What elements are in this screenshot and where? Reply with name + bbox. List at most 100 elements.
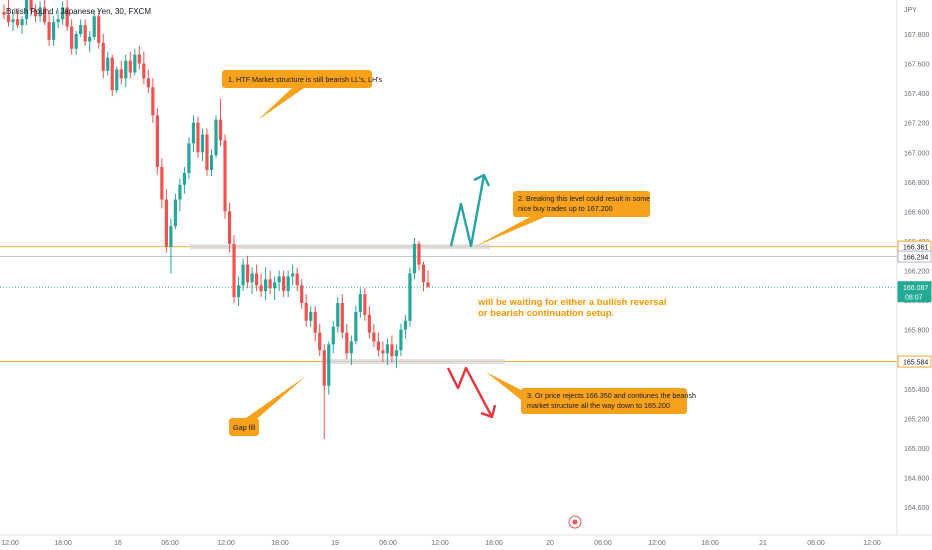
candle-body — [345, 332, 349, 354]
callout-1[interactable]: 1. HTF Market structure is still bearish… — [222, 70, 383, 120]
candle — [173, 193, 178, 230]
candle — [164, 189, 168, 253]
candle-body — [327, 344, 331, 386]
candle — [376, 332, 380, 357]
candle — [223, 134, 227, 219]
candle-body — [291, 273, 295, 277]
candle — [92, 10, 96, 40]
candle — [24, 0, 29, 26]
callout-text: nice buy trades up to 167.200 — [518, 204, 613, 213]
y-tick-label: 167.800 — [904, 32, 929, 39]
candle — [363, 288, 367, 321]
callout-text: 3. Or price rejects 166.350 and contiune… — [527, 391, 696, 400]
callout-2[interactable]: 2. Breaking this level could result in s… — [474, 191, 650, 247]
candle — [97, 10, 101, 49]
candle-body — [115, 69, 119, 91]
candle — [38, 1, 42, 23]
candle-body — [349, 341, 353, 354]
candle-body — [196, 122, 200, 153]
candle — [417, 240, 421, 271]
candle — [354, 305, 358, 345]
candle-body — [79, 25, 83, 34]
candle-body — [191, 122, 196, 144]
target-icon[interactable] — [568, 515, 582, 529]
drawings-layer — [446, 173, 497, 419]
callout-3[interactable]: 3. Or price rejects 166.350 and contiune… — [486, 372, 696, 414]
candle — [313, 305, 317, 342]
candle-body — [47, 22, 51, 40]
x-tick-label: 12:00 — [1, 540, 19, 547]
callout-box — [513, 191, 650, 217]
price-tag-label: 166.087 — [903, 285, 928, 292]
candle — [88, 31, 92, 52]
x-tick-label: 18:00 — [485, 540, 503, 547]
y-tick-label: 166.800 — [904, 180, 929, 187]
candle — [250, 267, 254, 295]
candle-body — [403, 320, 408, 330]
candle-body — [15, 19, 20, 26]
price-tag[interactable]: 166.294 — [897, 250, 932, 263]
candle-body — [376, 341, 380, 351]
candle-body — [358, 294, 362, 312]
candle — [385, 338, 390, 366]
candle-body — [282, 276, 286, 292]
candle — [124, 54, 128, 88]
candle — [295, 267, 299, 292]
price-tag[interactable]: 166.361 — [897, 240, 932, 253]
note-text[interactable]: will be waiting for either a bullish rev… — [477, 297, 666, 319]
candle-body — [24, 0, 29, 20]
candle-body — [412, 243, 417, 274]
currency-label: JPY — [904, 7, 917, 14]
candle — [191, 115, 196, 153]
candle-body — [160, 167, 164, 200]
candle — [133, 48, 137, 76]
y-tick-label: 164.600 — [904, 505, 929, 512]
candle-body — [254, 273, 259, 286]
note-line: or bearish continuation setup. — [478, 308, 614, 319]
arrowhead-icon — [473, 173, 491, 187]
candle — [187, 137, 191, 179]
candle — [277, 270, 281, 292]
candle — [340, 294, 344, 339]
bullish-path-arrow[interactable] — [449, 174, 486, 248]
candle-body — [264, 279, 268, 292]
symbol-title: British Pound / Japanese Yen, 30, FXCM — [6, 7, 151, 16]
candle — [151, 78, 155, 123]
candle-body — [331, 326, 335, 345]
support-zone[interactable] — [322, 359, 505, 365]
candle — [349, 335, 353, 366]
candle-body — [236, 285, 241, 298]
candle-body — [394, 350, 399, 357]
callout-gap[interactable]: Gap fill — [229, 376, 306, 436]
candle-body — [227, 211, 232, 244]
price-tag-label: 165.584 — [903, 360, 928, 367]
x-tick-label: 16 — [114, 540, 122, 547]
candle-body — [70, 26, 74, 49]
bearish-path-arrow[interactable] — [446, 366, 494, 418]
candle — [273, 276, 277, 301]
y-tick-label: 165.400 — [904, 387, 929, 394]
candle-body — [173, 199, 178, 227]
candle — [119, 60, 123, 85]
candle — [372, 323, 376, 348]
candle — [412, 237, 417, 280]
candle-body — [209, 155, 214, 170]
candle — [232, 235, 236, 304]
y-tick-label: 165.800 — [904, 328, 929, 335]
candle — [74, 31, 78, 55]
price-tag[interactable]: 166.087 08:07 — [897, 281, 932, 303]
callout-pointer — [486, 372, 525, 403]
y-tick-label: 167.400 — [904, 91, 929, 98]
candle-body — [52, 22, 56, 40]
candle-body — [182, 172, 187, 185]
resistance-zone[interactable] — [190, 244, 490, 250]
candle-body — [164, 199, 168, 247]
price-tag[interactable]: 165.584 — [897, 355, 932, 368]
candle — [205, 128, 209, 176]
candle — [182, 167, 187, 194]
candle-body — [128, 60, 132, 73]
candle — [309, 305, 313, 327]
candle — [241, 258, 245, 292]
candle — [300, 279, 304, 309]
